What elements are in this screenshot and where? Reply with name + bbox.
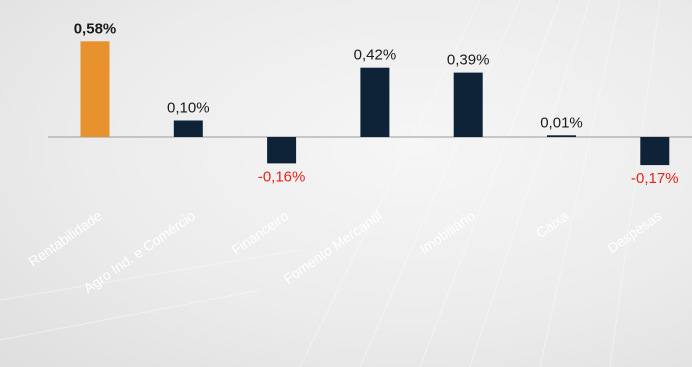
category-label: Caixa — [533, 207, 572, 241]
background-streak — [419, 0, 561, 367]
background-streak — [539, 0, 621, 367]
background-streak — [0, 249, 301, 301]
value-labels-group: 0,58% 0,10% -0,16% 0,42% 0,39% 0,01% -0,17% — [74, 20, 679, 187]
bar-rentabilidade — [80, 41, 110, 137]
category-label: Despesas — [604, 207, 664, 256]
value-label: 0,58% — [74, 20, 117, 37]
bar-fomento-mercantil — [360, 67, 390, 137]
category-label: Fomento Mercantil — [280, 207, 384, 287]
background-streak — [469, 0, 591, 367]
background-streak — [359, 0, 521, 367]
bar-caixa — [547, 135, 576, 137]
value-label: 0,42% — [354, 47, 397, 64]
background-streak — [609, 0, 661, 367]
value-label: -0,17% — [631, 170, 679, 187]
value-label: 0,01% — [540, 114, 583, 131]
bars-group — [80, 41, 670, 166]
category-label: Imobiliário — [416, 207, 478, 257]
category-label: Financeiro — [229, 207, 292, 258]
bar-agro-ind-e-com-rcio — [173, 120, 203, 137]
bar-imobili-rio — [453, 72, 483, 137]
value-label: 0,39% — [447, 52, 490, 69]
value-label: -0,16% — [258, 168, 306, 185]
bar-financeiro — [267, 137, 297, 164]
background-streak — [299, 0, 481, 367]
bar-despesas — [640, 137, 670, 166]
value-label: 0,10% — [167, 100, 210, 117]
background-streak — [0, 289, 261, 341]
category-label: Rentabilidade — [25, 207, 104, 269]
background-streaks — [0, 0, 660, 367]
